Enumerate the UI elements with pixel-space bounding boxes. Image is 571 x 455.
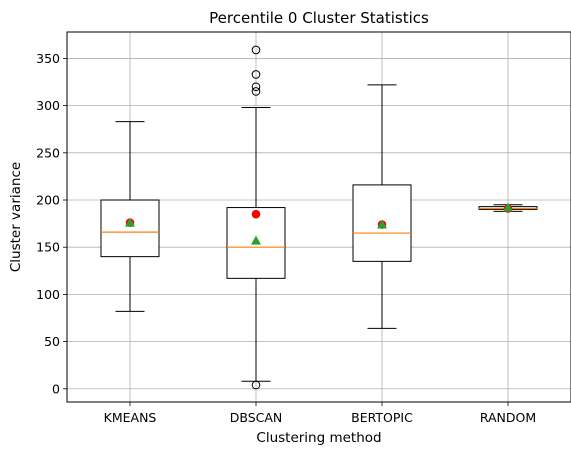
iqr-box bbox=[100, 199, 160, 258]
y-tick-label: 150 bbox=[36, 240, 60, 255]
boxes-layer bbox=[100, 45, 538, 390]
mean-marker bbox=[503, 202, 513, 212]
outlier-point bbox=[251, 70, 261, 79]
mean-marker bbox=[377, 219, 387, 229]
x-tick-label: BERTOPIC bbox=[351, 410, 413, 425]
outlier-point bbox=[251, 380, 261, 390]
mean-marker bbox=[251, 235, 261, 245]
outlier-point bbox=[251, 82, 261, 92]
y-tick-label: 0 bbox=[52, 381, 60, 396]
y-axis-label: Cluster variance bbox=[8, 162, 24, 272]
box-random bbox=[478, 202, 538, 213]
plot-frame bbox=[66, 31, 571, 403]
x-tick-label: RANDOM bbox=[480, 410, 536, 425]
y-tick-label: 250 bbox=[36, 145, 60, 160]
mean-marker bbox=[125, 217, 135, 227]
x-tick-label: DBSCAN bbox=[230, 410, 283, 425]
box-kmeans bbox=[100, 121, 160, 312]
y-axis-ticks: 0 50 100 150 200 250 300 350 bbox=[36, 51, 67, 396]
box-dbscan bbox=[226, 45, 286, 390]
x-axis-ticks: KMEANS DBSCAN BERTOPIC RANDOM bbox=[104, 402, 536, 425]
y-tick-label: 300 bbox=[36, 98, 60, 113]
y-tick-label: 350 bbox=[36, 51, 60, 66]
x-axis-label: Clustering method bbox=[256, 430, 381, 446]
red-dot-marker bbox=[251, 209, 261, 219]
outlier-point bbox=[251, 45, 261, 55]
y-tick-label: 200 bbox=[36, 193, 60, 208]
chart-title: Percentile 0 Cluster Statistics bbox=[209, 9, 429, 27]
outlier-point bbox=[251, 87, 261, 96]
x-tick-label: KMEANS bbox=[104, 410, 157, 425]
box-bertopic bbox=[352, 84, 412, 329]
y-tick-label: 50 bbox=[44, 334, 60, 349]
y-tick-label: 100 bbox=[36, 287, 60, 302]
